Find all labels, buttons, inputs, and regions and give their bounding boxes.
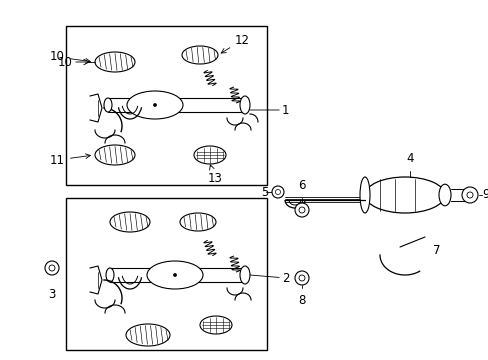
Ellipse shape [147, 261, 203, 289]
Ellipse shape [194, 146, 225, 164]
Circle shape [153, 104, 156, 107]
Circle shape [294, 271, 308, 285]
Text: 8: 8 [298, 294, 305, 307]
Ellipse shape [200, 316, 231, 334]
Text: 3: 3 [48, 288, 56, 301]
Ellipse shape [240, 96, 249, 114]
Text: 2: 2 [249, 271, 289, 284]
Ellipse shape [110, 212, 150, 232]
Ellipse shape [106, 268, 114, 282]
Ellipse shape [104, 98, 112, 112]
Ellipse shape [182, 46, 218, 64]
Circle shape [466, 192, 472, 198]
Circle shape [173, 274, 176, 276]
Text: 9: 9 [481, 189, 488, 202]
Text: 4: 4 [406, 152, 413, 165]
Circle shape [298, 207, 305, 213]
Text: 10: 10 [58, 55, 72, 68]
Text: 1: 1 [249, 104, 289, 117]
Text: 5: 5 [260, 185, 267, 198]
Text: 6: 6 [298, 179, 305, 192]
Ellipse shape [364, 177, 444, 213]
Ellipse shape [240, 266, 249, 284]
Circle shape [298, 275, 305, 281]
Text: 13: 13 [207, 165, 222, 185]
Circle shape [45, 261, 59, 275]
Ellipse shape [95, 145, 135, 165]
Ellipse shape [127, 91, 183, 119]
Bar [66, 26, 266, 185]
Ellipse shape [359, 177, 369, 213]
Circle shape [271, 186, 284, 198]
Circle shape [275, 189, 280, 194]
Circle shape [49, 265, 55, 271]
Circle shape [294, 203, 308, 217]
Circle shape [461, 187, 477, 203]
Ellipse shape [180, 213, 216, 231]
Text: 7: 7 [432, 243, 440, 256]
Ellipse shape [126, 324, 170, 346]
Ellipse shape [95, 52, 135, 72]
Ellipse shape [438, 184, 450, 206]
Text: 12: 12 [221, 33, 249, 53]
Text: 11: 11 [50, 153, 90, 166]
Bar [66, 198, 266, 350]
Text: 10: 10 [50, 50, 90, 63]
